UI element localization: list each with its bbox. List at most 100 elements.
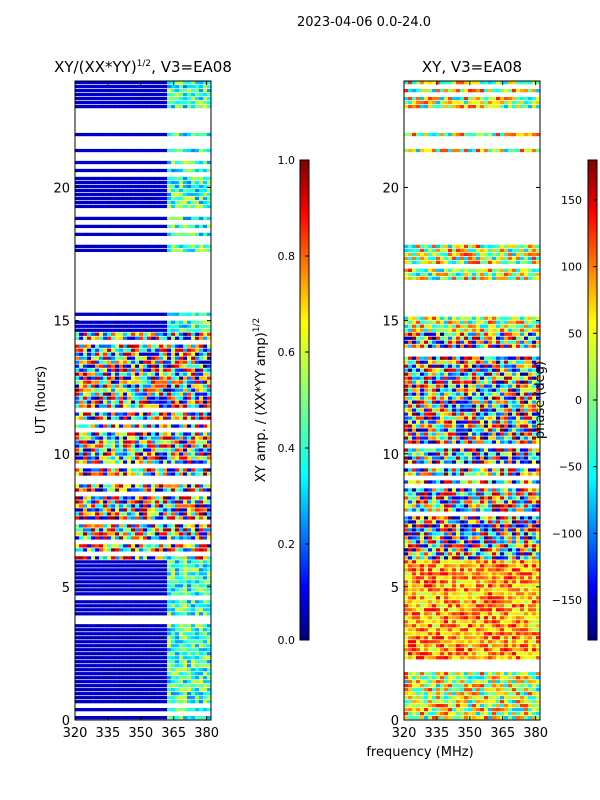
heatmap-cell — [484, 81, 489, 85]
heatmap-cell — [512, 248, 517, 253]
heatmap-cell — [75, 328, 80, 332]
heatmap-cell — [175, 84, 180, 89]
heatmap-cell — [79, 572, 84, 576]
heatmap-cell — [175, 312, 180, 316]
heatmap-cell — [428, 396, 433, 400]
heatmap-cell — [163, 336, 168, 340]
heatmap-cell — [516, 344, 521, 348]
heatmap-cell — [95, 440, 100, 444]
heatmap-cell — [412, 344, 417, 348]
heatmap-cell — [167, 576, 172, 580]
heatmap-cell — [167, 460, 172, 464]
heatmap-cell — [111, 312, 116, 316]
heatmap-cell — [456, 81, 461, 85]
heatmap-cell — [195, 696, 200, 700]
heatmap-cell — [500, 252, 505, 256]
heatmap-cell — [91, 692, 96, 696]
heatmap-cell — [91, 328, 96, 332]
heatmap-cell — [532, 400, 537, 404]
heatmap-cell — [115, 640, 120, 644]
heatmap-cell — [155, 488, 160, 492]
heatmap-cell — [83, 536, 88, 540]
heatmap-cell — [203, 244, 208, 249]
heatmap-cell — [127, 432, 132, 436]
heatmap-cell — [424, 364, 429, 368]
heatmap-cell — [99, 376, 104, 380]
heatmap-cell — [191, 400, 196, 404]
heatmap-cell — [476, 368, 481, 372]
heatmap-cell — [496, 244, 501, 249]
heatmap-cell — [203, 440, 208, 444]
heatmap-cell — [139, 444, 144, 448]
heatmap-cell — [512, 324, 517, 328]
heatmap-cell — [195, 648, 200, 652]
heatmap-cell — [83, 388, 88, 392]
heatmap-cell — [408, 328, 413, 332]
heatmap-cell — [91, 572, 96, 576]
heatmap-cell — [203, 180, 208, 185]
heatmap-cell — [207, 388, 212, 392]
heatmap-cell — [83, 396, 88, 400]
heatmap-cell — [187, 612, 192, 616]
heatmap-cell — [203, 88, 208, 93]
heatmap-cell — [191, 384, 196, 388]
heatmap-cell — [83, 148, 88, 153]
heatmap-cell — [171, 324, 176, 328]
heatmap-cell — [500, 344, 505, 348]
heatmap-cell — [187, 200, 192, 205]
heatmap-cell — [195, 180, 200, 185]
heatmap-cell — [508, 148, 513, 153]
heatmap-cell — [103, 516, 108, 520]
heatmap-cell — [95, 660, 100, 664]
heatmap-cell — [404, 364, 409, 368]
heatmap-cell — [179, 664, 184, 668]
heatmap-cell — [99, 700, 104, 704]
heatmap-cell — [428, 372, 433, 376]
heatmap-cell — [203, 560, 208, 564]
heatmap-cell — [179, 456, 184, 460]
heatmap-cell — [492, 384, 497, 388]
heatmap-cell — [516, 132, 521, 137]
heatmap-cell — [123, 100, 128, 105]
heatmap-cell — [87, 468, 92, 472]
heatmap-cell — [95, 424, 100, 428]
heatmap-cell — [87, 81, 92, 85]
heatmap-cell — [207, 504, 212, 508]
heatmap-cell — [123, 372, 128, 376]
heatmap-cell — [103, 320, 108, 324]
heatmap-cell — [195, 224, 200, 229]
heatmap-cell — [151, 232, 156, 237]
heatmap-cell — [119, 432, 124, 436]
heatmap-cell — [99, 396, 104, 400]
heatmap-cell — [115, 468, 120, 472]
heatmap-cell — [83, 368, 88, 372]
heatmap-cell — [416, 376, 421, 380]
heatmap-cell — [183, 448, 188, 452]
heatmap-cell — [91, 392, 96, 396]
heatmap-cell — [516, 396, 521, 400]
heatmap-cell — [408, 372, 413, 376]
heatmap-cell — [195, 628, 200, 632]
heatmap-cell — [424, 400, 429, 404]
heatmap-cell — [155, 384, 160, 388]
heatmap-cell — [524, 376, 529, 380]
heatmap-cell — [432, 364, 437, 368]
heatmap-cell — [115, 648, 120, 652]
heatmap-cell — [179, 660, 184, 664]
heatmap-cell — [504, 336, 509, 340]
heatmap-cell — [107, 612, 112, 616]
heatmap-cell — [179, 436, 184, 440]
heatmap-cell — [452, 380, 457, 384]
heatmap-cell — [119, 216, 124, 221]
heatmap-cell — [163, 344, 168, 348]
heatmap-cell — [179, 244, 184, 249]
heatmap-cell — [175, 612, 180, 616]
heatmap-cell — [532, 388, 537, 392]
heatmap-cell — [131, 488, 136, 492]
heatmap-cell — [175, 384, 180, 388]
heatmap-cell — [83, 180, 88, 185]
heatmap-cell — [123, 84, 128, 89]
heatmap-cell — [179, 232, 184, 237]
heatmap-cell — [508, 132, 513, 137]
heatmap-cell — [448, 268, 453, 272]
